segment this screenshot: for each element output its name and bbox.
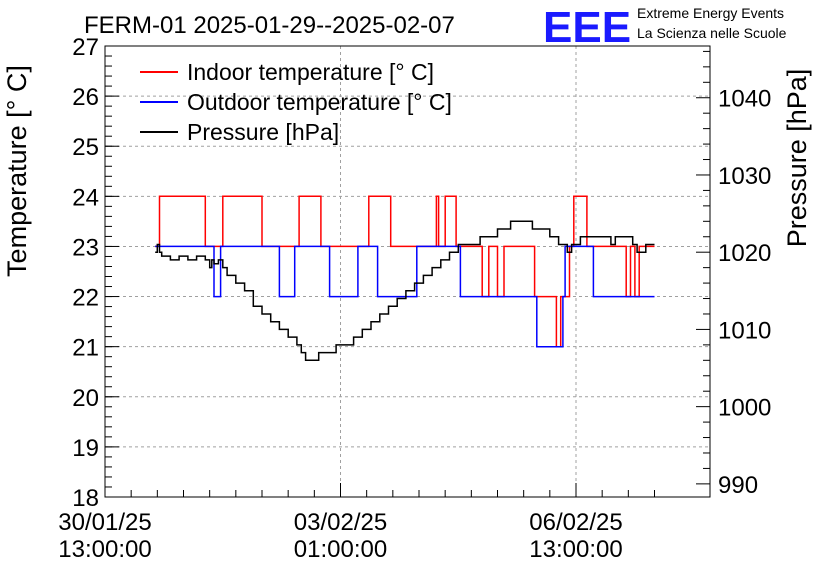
y-tick-label-left: 20 — [72, 385, 99, 412]
y-tick-label-left: 19 — [72, 435, 99, 462]
y-tick-label-left: 24 — [72, 184, 99, 211]
y-tick-label-right: 1000 — [718, 395, 771, 422]
y-tick-label-right: 1020 — [718, 240, 771, 267]
y-tick-label-right: 1030 — [718, 163, 771, 190]
x-tick-label-time: 13:00:00 — [529, 536, 622, 563]
x-tick-label-date: 06/02/25 — [529, 509, 622, 536]
x-tick-label-time: 01:00:00 — [294, 536, 387, 563]
y-tick-label-left: 23 — [72, 234, 99, 261]
y-tick-label-left: 25 — [72, 134, 99, 161]
eee-logo-line1: Extreme Energy Events — [637, 5, 784, 21]
eee-logo: EEE Extreme Energy Events La Scienza nel… — [543, 3, 787, 52]
y-tick-label-left: 22 — [72, 285, 99, 312]
y-tick-label-right: 1010 — [718, 317, 771, 344]
legend-label-pressure: Pressure [hPa] — [187, 119, 339, 145]
y-axis-left-label: Temperature [° C] — [2, 65, 32, 277]
x-tick-label-date: 03/02/25 — [294, 509, 387, 536]
legend-label-indoor: Indoor temperature [° C] — [187, 59, 434, 85]
x-tick-label-date: 30/01/25 — [58, 509, 151, 536]
axes: 18 19 20 21 22 23 24 25 26 27 990 1000 1010 1020 1030 1… — [58, 34, 771, 563]
legend: Indoor temperature [° C] Outdoor temperat… — [140, 59, 452, 145]
y-tick-label-right: 990 — [718, 472, 758, 499]
chart-title: FERM-01 2025-01-29--2025-02-07 — [84, 12, 455, 39]
y-tick-label-right: 1040 — [718, 86, 771, 113]
outdoor-temperature-line — [155, 245, 655, 348]
eee-logo-mark: EEE — [543, 3, 631, 52]
indoor-temperature-line — [155, 195, 655, 348]
eee-logo-line2: La Scienza nelle Scuole — [637, 25, 787, 41]
plot-frame — [104, 45, 711, 498]
y-tick-label-left: 26 — [72, 84, 99, 111]
y-tick-label-left: 18 — [72, 485, 99, 512]
pressure-line — [155, 220, 655, 362]
y-axis-right-label: Pressure [hPa] — [782, 69, 812, 248]
legend-label-outdoor: Outdoor temperature [° C] — [187, 89, 452, 115]
x-tick-label-time: 13:00:00 — [58, 536, 151, 563]
y-tick-label-left: 27 — [72, 34, 99, 61]
y-tick-label-left: 21 — [72, 335, 99, 362]
series-lines — [155, 195, 655, 362]
